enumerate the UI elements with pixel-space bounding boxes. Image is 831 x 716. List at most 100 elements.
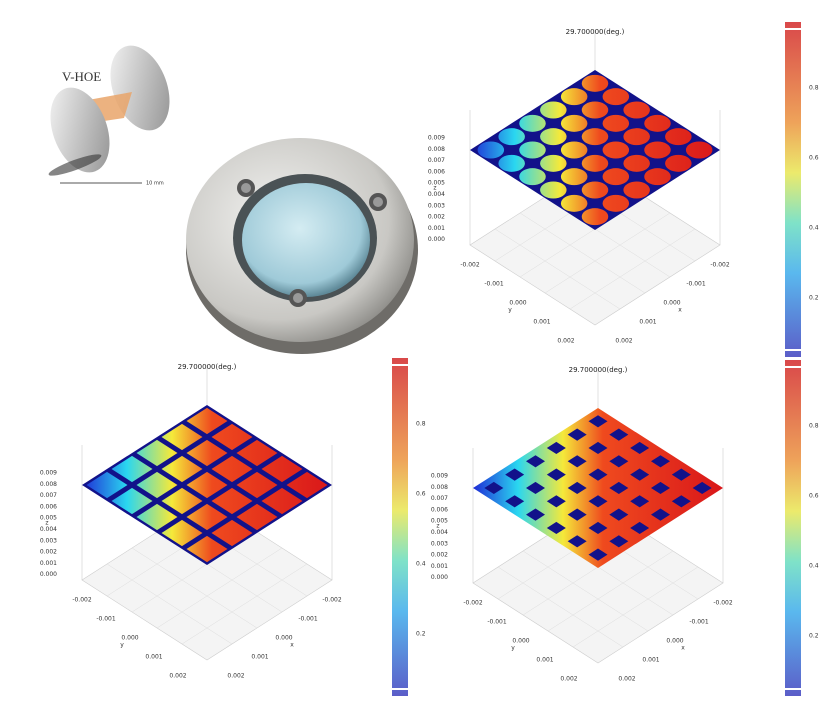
z-tick-label: 0.007 bbox=[431, 495, 448, 502]
z-tick-label: 0.007 bbox=[40, 492, 57, 499]
y-tick-label: 0.001 bbox=[145, 654, 162, 661]
y-tick-label: 0.002 bbox=[560, 676, 577, 683]
z-axis-label: z bbox=[436, 523, 439, 530]
z-tick-label: 0.000 bbox=[428, 236, 445, 243]
x-axis-label: x bbox=[681, 645, 685, 652]
z-tick-label: 0.004 bbox=[431, 529, 448, 536]
y-tick-label: -0.002 bbox=[460, 262, 480, 269]
z-tick-label: 0.009 bbox=[431, 473, 448, 480]
z-tick-label: 0.008 bbox=[40, 481, 57, 488]
z-tick-label: 0.004 bbox=[40, 526, 57, 533]
x-tick-label: -0.001 bbox=[689, 619, 709, 626]
colorbar-tick-label: 0.6 bbox=[416, 491, 426, 498]
y-tick-label: -0.001 bbox=[484, 281, 504, 288]
surface-plot: 29.700000(deg.) 0.009 0.008 0.007 0.006 0.005… bbox=[40, 363, 342, 680]
x-tick-label: 0.000 bbox=[275, 635, 292, 642]
surface-plot: 29.700000(deg.) 0.009 0.008 0.007 0.006 0.005… bbox=[431, 366, 733, 683]
surface bbox=[470, 70, 720, 230]
z-tick-label: 0.004 bbox=[428, 191, 445, 198]
colorbar-tick-label: 0.2 bbox=[416, 631, 426, 638]
y-tick-label: 0.000 bbox=[512, 638, 529, 645]
floor bbox=[81, 499, 333, 661]
z-tick-label: 0.005 bbox=[428, 180, 445, 187]
scale-label: 10 mm bbox=[146, 181, 164, 187]
y-axis-label: y bbox=[508, 307, 512, 314]
x-axis-label: x bbox=[678, 307, 682, 314]
colorbar: 0.8 0.6 0.4 0.2 bbox=[785, 22, 819, 357]
colorbar: 0.8 0.6 0.4 0.2 bbox=[392, 358, 426, 696]
x-tick-label: 0.001 bbox=[251, 654, 268, 661]
y-tick-label: -0.002 bbox=[463, 600, 483, 607]
y-axis-label: y bbox=[120, 642, 124, 649]
floor bbox=[469, 164, 721, 326]
y-tick-label: 0.002 bbox=[169, 673, 186, 680]
diagram-label: V-HOE bbox=[62, 69, 101, 84]
colorbar-tick-label: 0.4 bbox=[809, 225, 819, 232]
x-tick-label: 0.001 bbox=[642, 657, 659, 664]
z-tick-label: 0.000 bbox=[431, 574, 448, 581]
colorbar-tick-label: 0.8 bbox=[809, 85, 819, 92]
x-tick-label: -0.001 bbox=[298, 616, 318, 623]
z-axis-label: z bbox=[433, 185, 436, 192]
x-tick-label: -0.001 bbox=[686, 281, 706, 288]
y-tick-label: -0.001 bbox=[487, 619, 507, 626]
x-axis-label: x bbox=[290, 642, 294, 649]
surface bbox=[82, 405, 332, 565]
plot-title: 29.700000(deg.) bbox=[566, 28, 625, 36]
z-tick-label: 0.000 bbox=[40, 571, 57, 578]
z-tick-label: 0.009 bbox=[428, 135, 445, 142]
x-tick-label: 0.002 bbox=[618, 676, 635, 683]
y-tick-label: -0.001 bbox=[96, 616, 116, 623]
z-tick-label: 0.001 bbox=[40, 560, 57, 567]
colorbar-tick-label: 0.2 bbox=[809, 633, 819, 640]
z-tick-label: 0.008 bbox=[431, 484, 448, 491]
plot-title: 29.700000(deg.) bbox=[178, 363, 237, 371]
z-tick-label: 0.009 bbox=[40, 470, 57, 477]
y-tick-label: 0.002 bbox=[557, 338, 574, 345]
z-tick-label: 0.008 bbox=[428, 146, 445, 153]
x-tick-label: -0.002 bbox=[322, 597, 342, 604]
colorbar-tick-label: 0.4 bbox=[809, 563, 819, 570]
z-tick-label: 0.003 bbox=[431, 540, 448, 547]
y-tick-label: 0.001 bbox=[536, 657, 553, 664]
z-tick-label: 0.002 bbox=[40, 549, 57, 556]
surface-plot: 29.700000(deg.) 0.009 0.008 0.007 0.006 0.005… bbox=[428, 28, 730, 345]
z-tick-label: 0.006 bbox=[431, 506, 448, 513]
z-tick-label: 0.002 bbox=[428, 214, 445, 221]
x-tick-label: -0.002 bbox=[710, 262, 730, 269]
plot-title: 29.700000(deg.) bbox=[569, 366, 628, 374]
x-tick-label: 0.001 bbox=[639, 319, 656, 326]
x-tick-label: 0.002 bbox=[227, 673, 244, 680]
y-tick-label: 0.000 bbox=[509, 300, 526, 307]
colorbar-tick-label: 0.6 bbox=[809, 493, 819, 500]
y-tick-label: 0.000 bbox=[121, 635, 138, 642]
z-axis-label: z bbox=[45, 520, 48, 527]
z-tick-label: 0.005 bbox=[431, 518, 448, 525]
z-tick-label: 0.003 bbox=[428, 202, 445, 209]
colorbar-tick-label: 0.8 bbox=[416, 421, 426, 428]
colorbar-tick-label: 0.8 bbox=[809, 423, 819, 430]
z-tick-label: 0.001 bbox=[428, 225, 445, 232]
x-tick-label: -0.002 bbox=[713, 600, 733, 607]
x-tick-label: 0.000 bbox=[663, 300, 680, 307]
y-tick-label: 0.001 bbox=[533, 319, 550, 326]
z-tick-label: 0.005 bbox=[40, 515, 57, 522]
x-tick-label: 0.002 bbox=[615, 338, 632, 345]
z-tick-label: 0.001 bbox=[431, 563, 448, 570]
z-tick-label: 0.006 bbox=[428, 168, 445, 175]
surface bbox=[473, 408, 723, 568]
hoe-diagram: V-HOE 10 mm bbox=[48, 45, 170, 187]
z-tick-label: 0.006 bbox=[40, 503, 57, 510]
colorbar-tick-label: 0.4 bbox=[416, 561, 426, 568]
x-tick-label: 0.000 bbox=[666, 638, 683, 645]
floor bbox=[472, 502, 724, 664]
colorbar-tick-label: 0.2 bbox=[809, 295, 819, 302]
z-tick-label: 0.007 bbox=[428, 157, 445, 164]
colorbar: 0.8 0.6 0.4 0.2 bbox=[785, 360, 819, 696]
y-tick-label: -0.002 bbox=[72, 597, 92, 604]
colorbar-tick-label: 0.6 bbox=[809, 155, 819, 162]
lens-photo bbox=[186, 138, 418, 354]
z-tick-label: 0.002 bbox=[431, 552, 448, 559]
z-tick-label: 0.003 bbox=[40, 537, 57, 544]
